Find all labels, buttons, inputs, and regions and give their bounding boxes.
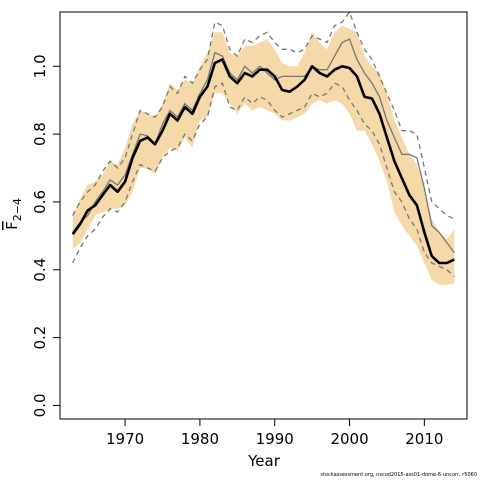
y-axis: 0.0 0.2 0.4 0.6 0.8 1.0 (31, 54, 60, 417)
svg-text:F2−4: F2−4 (3, 198, 24, 230)
confidence-band (72, 25, 455, 285)
y-tick-label: 1.0 (31, 54, 49, 78)
x-tick-label: 2010 (405, 430, 443, 448)
x-tick-label: 1970 (106, 430, 144, 448)
lower-bound-line (72, 82, 455, 278)
y-tick-label: 0.6 (31, 190, 49, 214)
plot-frame (59, 11, 468, 420)
credit-text: stockassessment.org, nscod2015-ass01-dom… (320, 472, 477, 478)
y-axis-label-subscript: 2−4 (11, 198, 24, 221)
y-tick-label: 0.4 (31, 258, 49, 282)
x-axis: 1970 1980 1990 2000 2010 (106, 419, 443, 448)
y-tick-label: 0.2 (31, 326, 49, 350)
y-tick-label: 0.8 (31, 122, 49, 146)
plot-area (71, 10, 455, 285)
y-axis-label-main: F (3, 221, 21, 230)
x-axis-label: Year (247, 452, 281, 470)
upper-bound-line (72, 10, 455, 220)
x-tick-label: 1990 (256, 430, 294, 448)
estimate-line (71, 58, 455, 265)
y-tick-label: 0.0 (31, 394, 49, 418)
x-tick-label: 1980 (181, 430, 219, 448)
x-tick-label: 2000 (330, 430, 368, 448)
y-axis-label: F2−4 (3, 198, 24, 230)
